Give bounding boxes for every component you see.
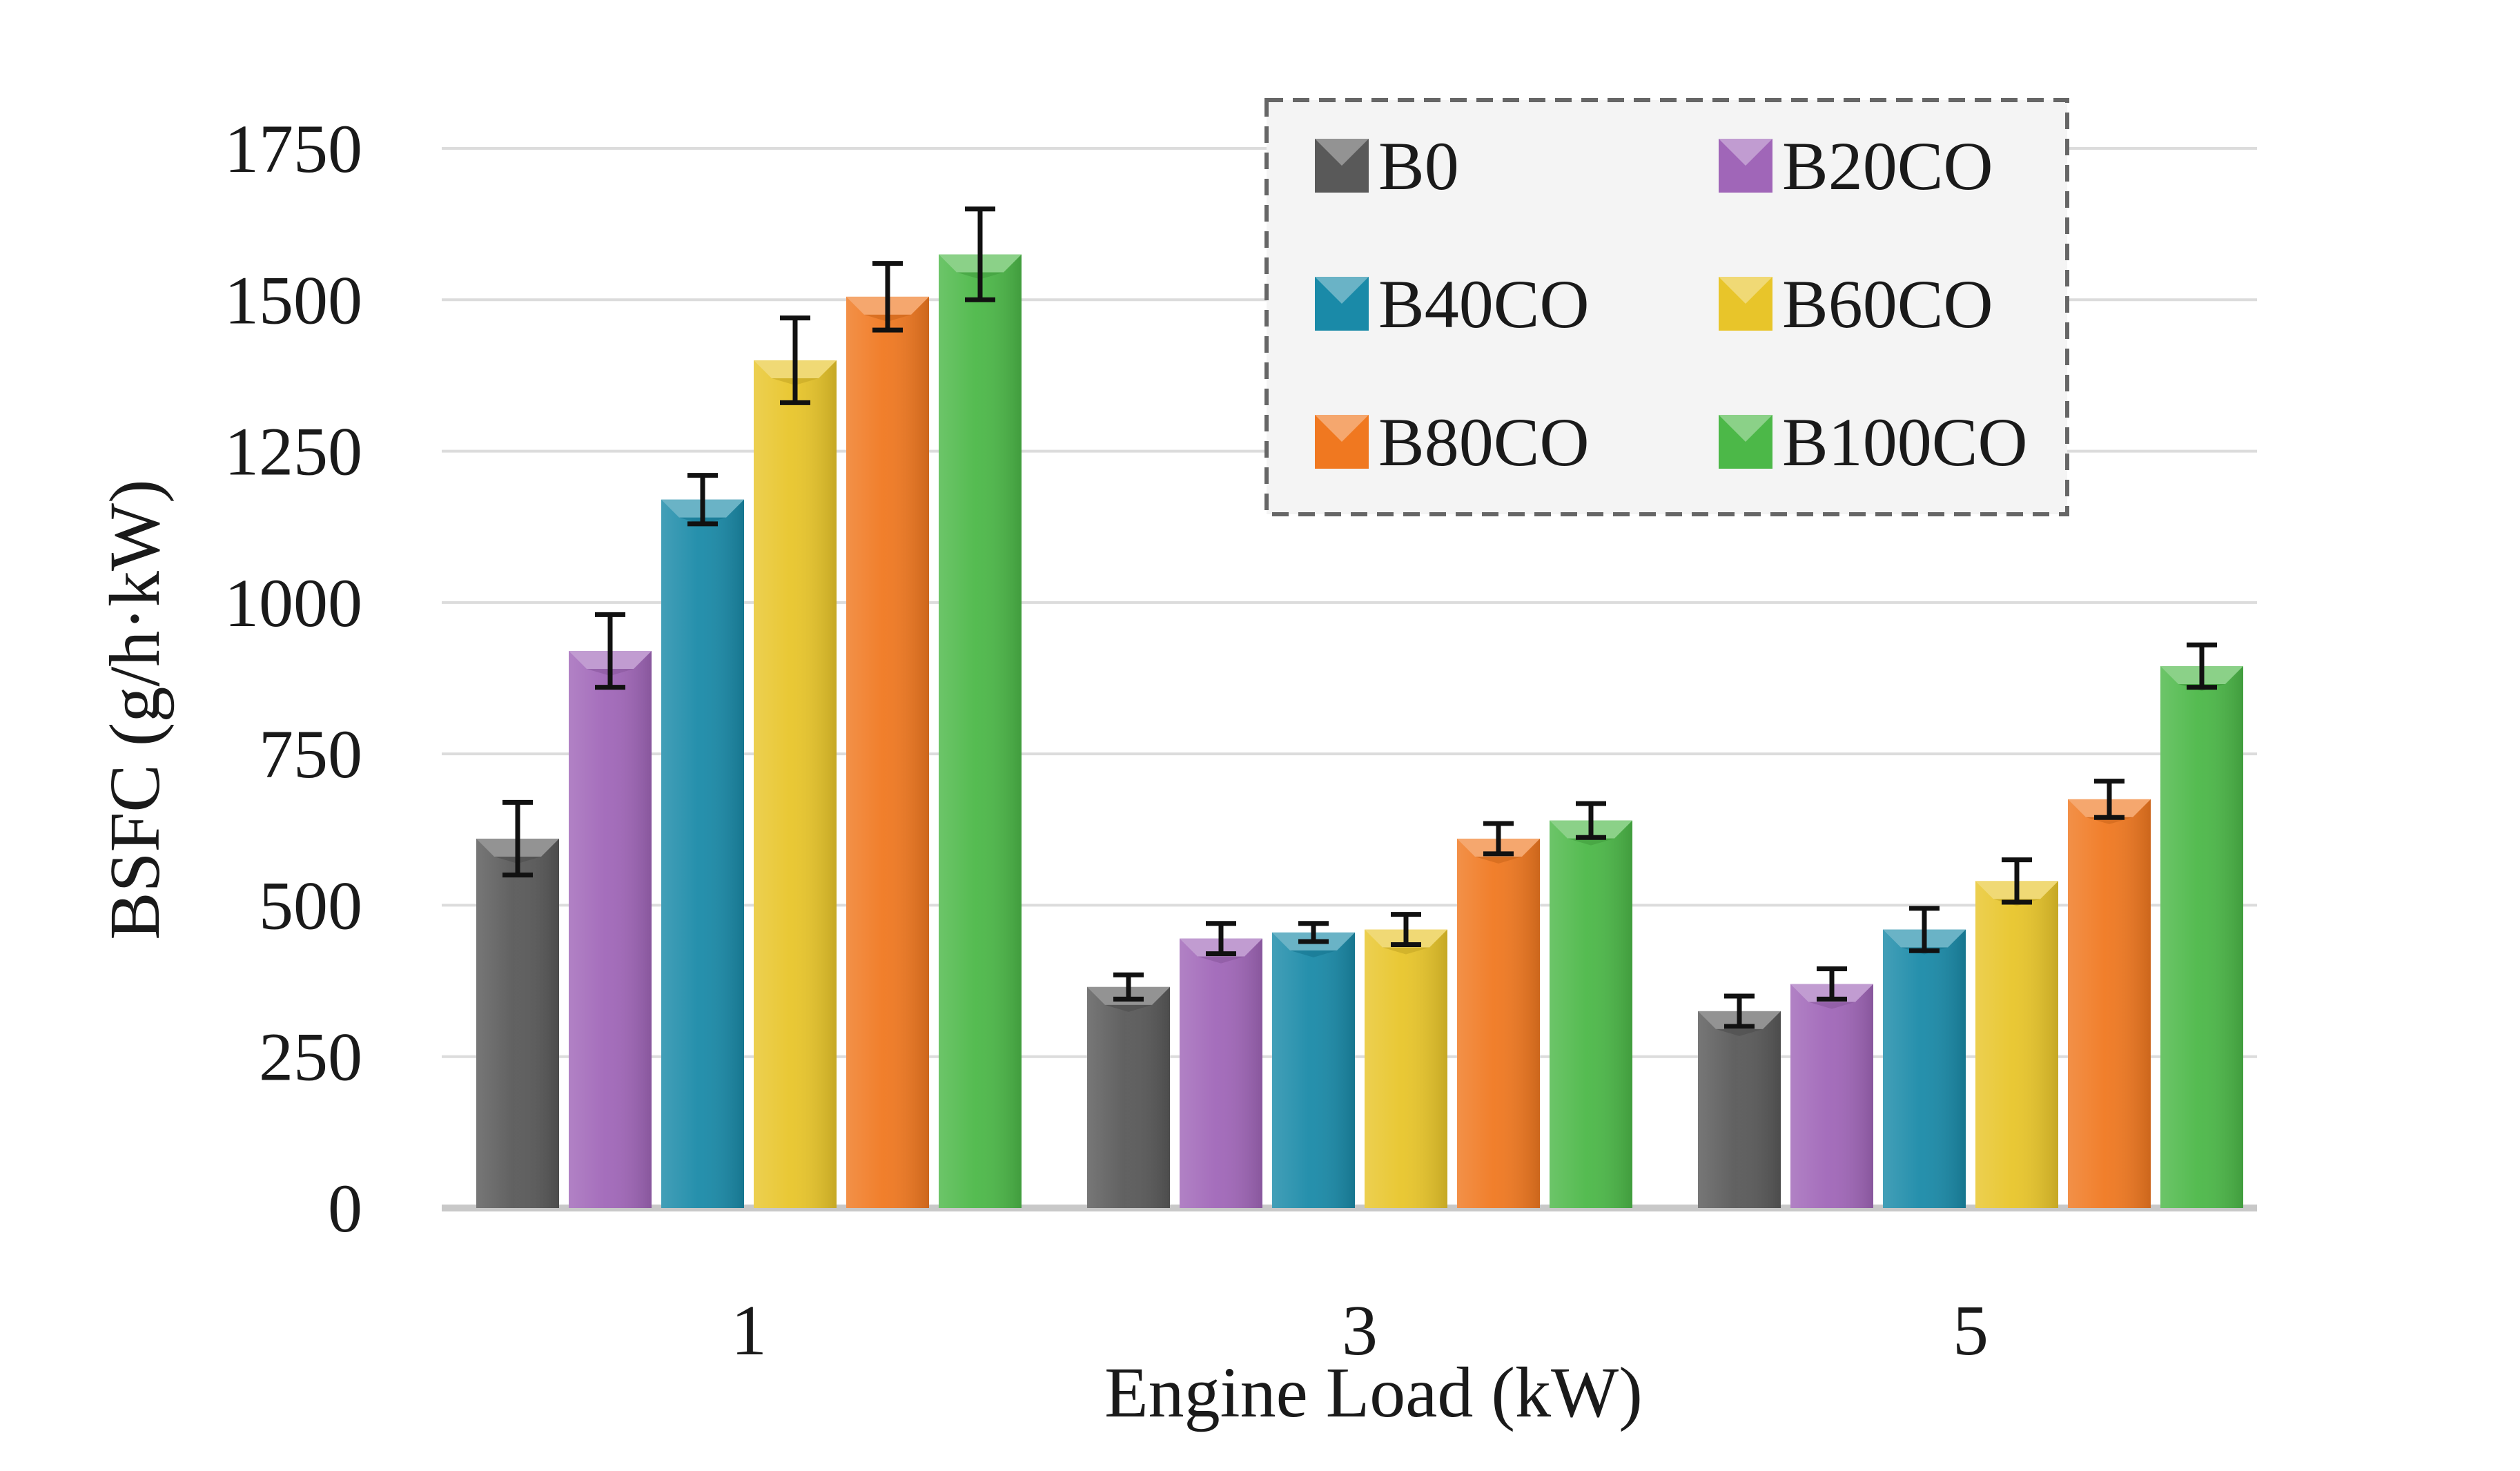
- y-tick-label-1250: 1250: [224, 413, 362, 490]
- y-tick-label-750: 750: [259, 716, 362, 792]
- x-axis-label: Engine Load (kW): [1104, 1353, 1643, 1432]
- bar-shine-b100co-load-5: [2160, 665, 2243, 1208]
- bars: [476, 206, 2243, 1208]
- bar-shine-b20co-load-3: [1180, 938, 1262, 1208]
- bar-shine-b40co-load-5: [1883, 929, 1966, 1208]
- legend-swatch-cap-b80co: [1315, 415, 1369, 442]
- legend-frame: [1264, 98, 2069, 516]
- bar-cap-shadow-b100co-load-3: [1567, 838, 1614, 846]
- legend-item-b80co: B80CO: [1315, 404, 1590, 480]
- legend-label-b80co: B80CO: [1378, 404, 1590, 480]
- error-bar-b20co-load-3: [1206, 921, 1236, 957]
- legend-swatch-cap-b60co: [1719, 277, 1772, 304]
- y-tick-label-1750: 1750: [224, 110, 362, 187]
- bar-cap-shadow-b20co-load-5: [1808, 1002, 1855, 1009]
- bar-shine-b20co-load-1: [569, 651, 652, 1208]
- y-tick-label-1500: 1500: [224, 262, 362, 338]
- bar-shine-b80co-load-1: [846, 296, 929, 1208]
- bar-shine-b60co-load-1: [754, 360, 837, 1208]
- bar-shine-b100co-load-1: [939, 254, 1022, 1208]
- error-bar-b100co-load-1: [965, 206, 995, 302]
- bar-cap-shadow-b60co-load-3: [1383, 947, 1429, 955]
- y-tick-label-250: 250: [259, 1019, 362, 1095]
- x-tick-label-3: 3: [1342, 1291, 1378, 1370]
- x-tick-label-5: 5: [1953, 1291, 1989, 1370]
- bar-cap-shadow-b20co-load-3: [1198, 956, 1244, 964]
- bar-shine-b100co-load-3: [1550, 820, 1632, 1208]
- y-axis-label: BSFC (g/h·kW): [95, 479, 175, 939]
- bar-shine-b80co-load-5: [2068, 799, 2151, 1208]
- legend-label-b20co: B20CO: [1782, 128, 1993, 204]
- legend-items: B0 B20CO B40CO B60CO B80CO B100CO: [1315, 128, 2028, 480]
- error-bar-b0-load-3: [1113, 972, 1144, 1002]
- bar-shine-b60co-load-3: [1365, 929, 1447, 1208]
- error-bar-b80co-load-1: [872, 261, 903, 333]
- error-bar-b40co-load-5: [1909, 906, 1940, 953]
- error-bar-b0-load-1: [502, 799, 533, 878]
- legend-label-b40co: B40CO: [1378, 266, 1590, 342]
- legend-swatch-cap-b20co: [1719, 139, 1772, 166]
- x-axis-ticks: 1 3 5: [731, 1291, 1989, 1370]
- legend-item-b100co: B100CO: [1719, 404, 2028, 480]
- legend-label-b0: B0: [1378, 128, 1459, 204]
- error-bar-b60co-load-1: [780, 315, 810, 405]
- error-bar-b100co-load-5: [2187, 642, 2217, 690]
- y-tick-label-500: 500: [259, 867, 362, 944]
- bar-cap-shadow-b80co-load-3: [1475, 856, 1522, 864]
- error-bar-b60co-load-5: [2002, 857, 2032, 905]
- legend-label-b60co: B60CO: [1782, 266, 1993, 342]
- error-bar-b40co-load-3: [1298, 921, 1329, 944]
- error-bar-b20co-load-5: [1817, 966, 1847, 1002]
- bar-shine-b40co-load-1: [661, 499, 744, 1208]
- legend-swatch-cap-b0: [1315, 139, 1369, 166]
- error-bar-b80co-load-3: [1483, 821, 1514, 857]
- bar-cap-shadow-b0-load-5: [1716, 1029, 1763, 1036]
- bar-shine-b0-load-1: [476, 838, 559, 1208]
- y-tick-label-0: 0: [328, 1170, 362, 1247]
- bar-cap-shadow-b40co-load-3: [1290, 950, 1337, 957]
- legend-item-b40co: B40CO: [1315, 266, 1590, 342]
- legend-label-b100co: B100CO: [1782, 404, 2028, 480]
- error-bar-b40co-load-1: [687, 473, 718, 527]
- legend: B0 B20CO B40CO B60CO B80CO B100CO: [1264, 98, 2069, 516]
- legend-item-b60co: B60CO: [1719, 266, 1993, 342]
- bar-shine-b0-load-3: [1087, 986, 1170, 1208]
- legend-swatch-cap-b40co: [1315, 277, 1369, 304]
- bar-shine-b20co-load-5: [1790, 984, 1873, 1208]
- legend-swatch-cap-b100co: [1719, 415, 1772, 442]
- error-bar-b60co-load-3: [1391, 912, 1421, 947]
- bar-shine-b80co-load-3: [1457, 838, 1540, 1208]
- bar-shine-b60co-load-5: [1975, 881, 2058, 1208]
- legend-item-b20co: B20CO: [1719, 128, 1993, 204]
- bar-shine-b40co-load-3: [1272, 932, 1355, 1208]
- bar-cap-shadow-b0-load-3: [1105, 1004, 1152, 1012]
- error-bar-b100co-load-3: [1576, 801, 1606, 840]
- error-bar-b0-load-5: [1724, 993, 1755, 1029]
- bar-shine-b0-load-5: [1698, 1011, 1781, 1208]
- y-axis-ticks: 0 250 500 750 1000 1250 1500 1750: [224, 110, 362, 1247]
- error-bar-b20co-load-1: [595, 612, 625, 690]
- error-bar-b80co-load-5: [2094, 779, 2125, 820]
- y-tick-label-1000: 1000: [224, 565, 362, 641]
- x-tick-label-1: 1: [731, 1291, 767, 1370]
- legend-item-b0: B0: [1315, 128, 1459, 204]
